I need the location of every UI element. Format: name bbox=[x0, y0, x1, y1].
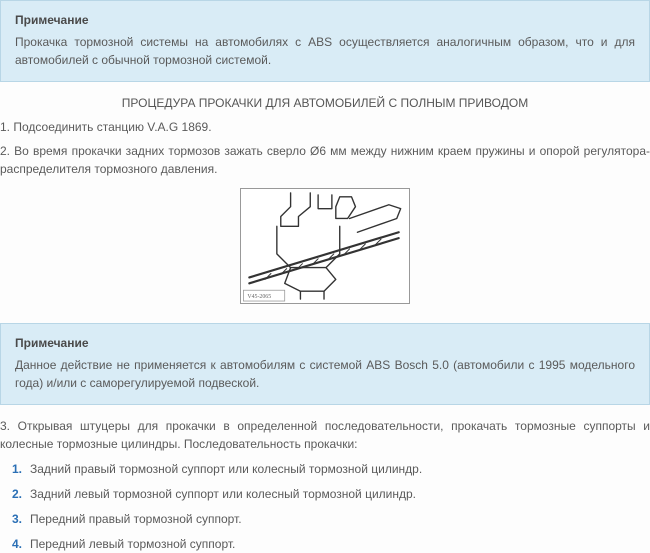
notice-box-1: Примечание Прокачка тормозной системы на… bbox=[0, 0, 650, 82]
bleed-sequence-list: 1. Задний правый тормозной суппорт или ко… bbox=[0, 460, 650, 553]
list-item: 2.Задний левый тормозной суппорт или кол… bbox=[30, 485, 650, 503]
list-item: 1.Задний правый тормозной суппорт или ко… bbox=[30, 460, 650, 478]
step-2: 2. Во время прокачки задних тормозов заж… bbox=[0, 142, 650, 178]
list-number: 3. bbox=[12, 510, 22, 528]
list-item: 4.Передний левый тормозной суппорт. bbox=[30, 535, 650, 553]
list-text: Задний правый тормозной суппорт или коле… bbox=[30, 462, 422, 476]
technical-diagram: V45-2065 bbox=[240, 188, 410, 304]
list-text: Задний левый тормозной суппорт или колес… bbox=[30, 487, 416, 501]
notice-title-2: Примечание bbox=[15, 334, 635, 352]
list-text: Передний левый тормозной суппорт. bbox=[30, 537, 235, 551]
list-item: 3.Передний правый тормозной суппорт. bbox=[30, 510, 650, 528]
diagram-svg: V45-2065 bbox=[241, 189, 409, 303]
list-number: 1. bbox=[12, 460, 22, 478]
list-number: 2. bbox=[12, 485, 22, 503]
section-heading: ПРОЦЕДУРА ПРОКАЧКИ ДЛЯ АВТОМОБИЛЕЙ С ПОЛ… bbox=[0, 94, 650, 112]
notice-title-1: Примечание bbox=[15, 11, 635, 29]
figure-wrapper: V45-2065 bbox=[0, 188, 650, 309]
list-text: Передний правый тормозной суппорт. bbox=[30, 512, 242, 526]
step-3: 3. Открывая штуцеры для прокачки в опред… bbox=[0, 417, 650, 453]
notice-box-2: Примечание Данное действие не применяетс… bbox=[0, 323, 650, 405]
notice-text-1: Прокачка тормозной системы на автомобиля… bbox=[15, 33, 635, 69]
notice-text-2: Данное действие не применяется к автомоб… bbox=[15, 356, 635, 392]
step-1: 1. Подсоединить станцию V.A.G 1869. bbox=[0, 118, 650, 136]
list-number: 4. bbox=[12, 535, 22, 553]
figure-ref-text: V45-2065 bbox=[247, 294, 271, 300]
